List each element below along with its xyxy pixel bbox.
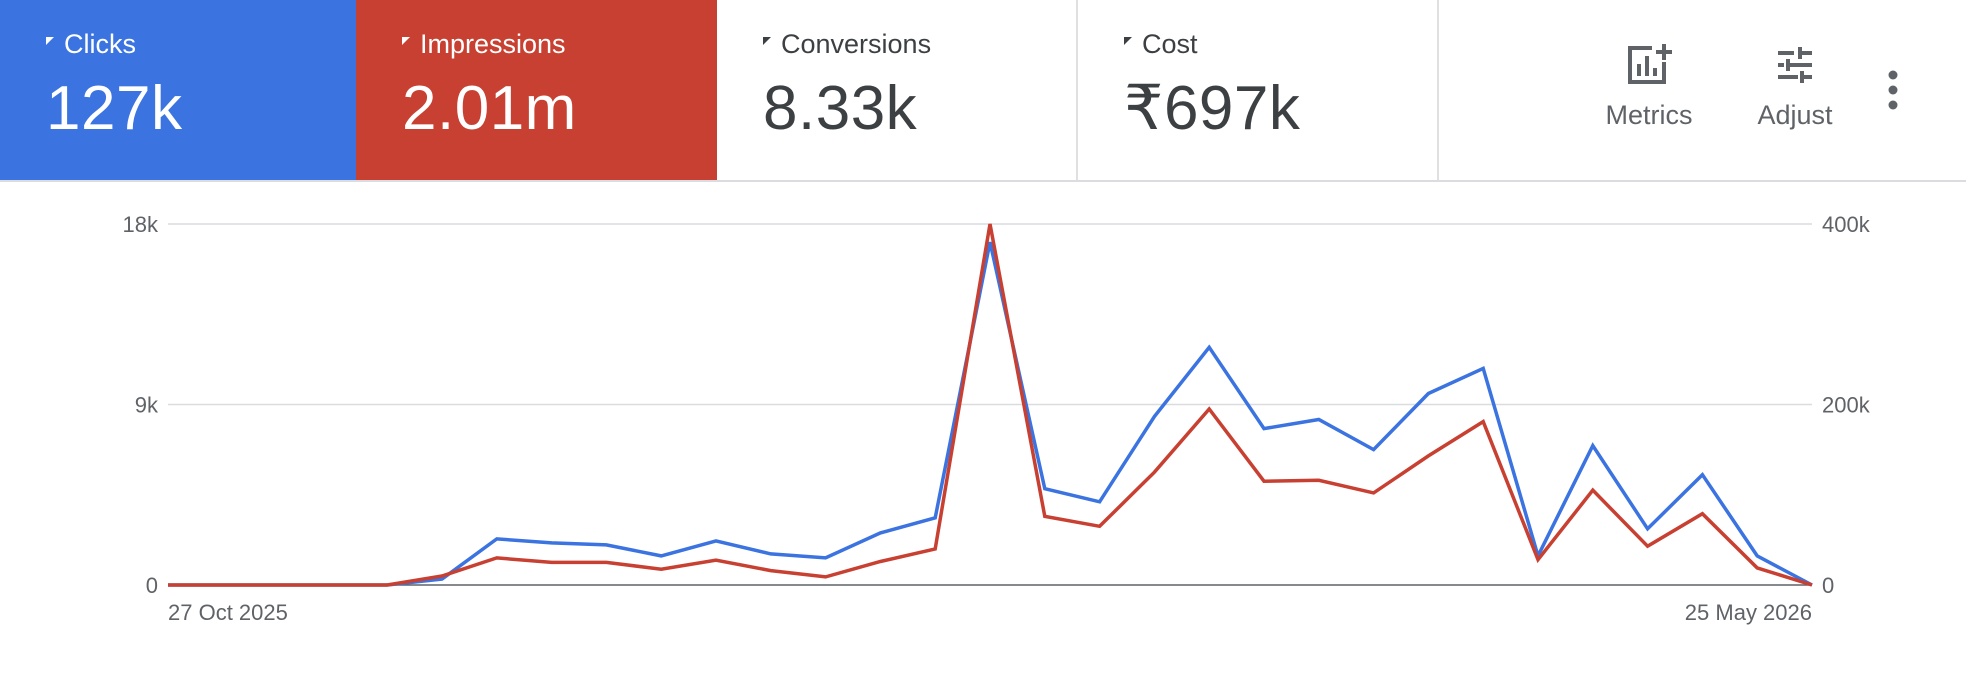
y-right-tick-label: 400k [1822, 212, 1871, 237]
x-tick-label: 27 Oct 2025 [168, 600, 288, 625]
y-left-tick-label: 18k [123, 212, 159, 237]
series-line-clicks [168, 241, 1813, 587]
triangle-icon [402, 37, 410, 45]
scorecard-value: 8.33k [763, 74, 918, 143]
tune-sliders-icon [1778, 47, 1812, 83]
scorecard-impressions[interactable]: Impressions 2.01m [356, 0, 717, 180]
add-chart-icon [1628, 44, 1672, 84]
triangle-icon [1124, 37, 1132, 45]
y-right-tick-label: 0 [1822, 573, 1834, 598]
y-right-tick-label: 200k [1822, 393, 1871, 418]
y-left-tick-label: 0 [146, 573, 158, 598]
scorecard-value: 2.01m [402, 74, 577, 143]
metrics-label: Metrics [1605, 100, 1693, 130]
scorecard-label: Cost [1142, 29, 1198, 59]
scorecard-conversions[interactable]: Conversions 8.33k [717, 0, 1078, 180]
triangle-icon [46, 37, 54, 45]
scorecard-label: Conversions [781, 29, 932, 59]
more-vert-icon [1888, 70, 1898, 110]
scorecard-value: ₹697k [1124, 74, 1301, 143]
scorecard-clicks[interactable]: Clicks 127k [0, 0, 356, 180]
metrics-button[interactable]: Metrics [1589, 44, 1709, 131]
adjust-label: Adjust [1757, 100, 1833, 130]
chart-toolbar: Metrics Adjust [1439, 0, 1966, 180]
more-options-button[interactable] [1877, 66, 1909, 114]
scorecard-strip: Clicks 127k Impressions 2.01m Conversion… [0, 0, 1966, 182]
series-line-impressions [168, 223, 1813, 587]
scorecard-label: Impressions [420, 29, 566, 59]
scorecard-value: 127k [46, 74, 183, 143]
performance-line-chart: 0 9k 18k 0 200k 400k 27 Oct 2025 25 May 2026 [123, 212, 1871, 625]
y-left-tick-label: 9k [135, 393, 159, 418]
x-tick-label: 25 May 2026 [1685, 600, 1812, 625]
adjust-button[interactable]: Adjust [1735, 44, 1855, 131]
scorecard-label: Clicks [64, 29, 136, 59]
triangle-icon [763, 37, 771, 45]
scorecard-cost[interactable]: Cost ₹697k [1078, 0, 1439, 180]
